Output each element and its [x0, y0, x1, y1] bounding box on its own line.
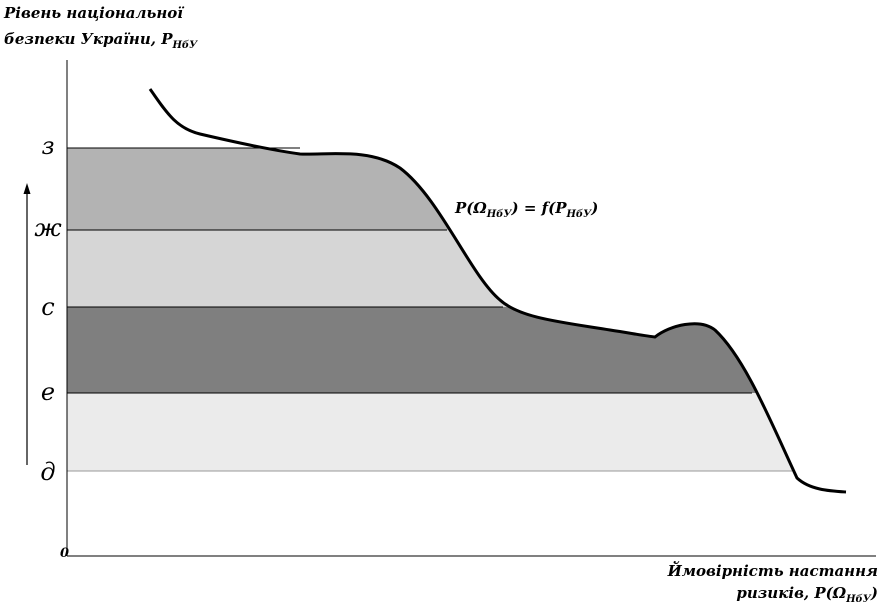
x-axis-title-line2: ризиків, P(ΩНбУ) [736, 584, 878, 605]
level-label-z: з [41, 132, 55, 160]
x-axis-title-line1: Ймовірність настання [667, 562, 878, 580]
y-axis-title-line1: Рівень національної [4, 4, 183, 22]
level-lines [67, 147, 792, 472]
level-label-zh: ж [34, 214, 62, 242]
probability-curve [148, 88, 847, 494]
origin-label: 0 [60, 546, 70, 561]
band-1 [67, 230, 876, 307]
y-axis-title-line2: безпеки України, PНбУ [4, 30, 198, 51]
band-2 [67, 307, 876, 393]
level-label-d: д [40, 458, 56, 486]
risk-bands [67, 148, 876, 471]
level-label-e: е [40, 378, 56, 406]
curve-formula: P(ΩНбУ) = f(PНбУ) [455, 199, 599, 220]
increase-arrow [23, 183, 31, 465]
level-label-s: с [41, 293, 55, 321]
band-3 [67, 393, 876, 471]
